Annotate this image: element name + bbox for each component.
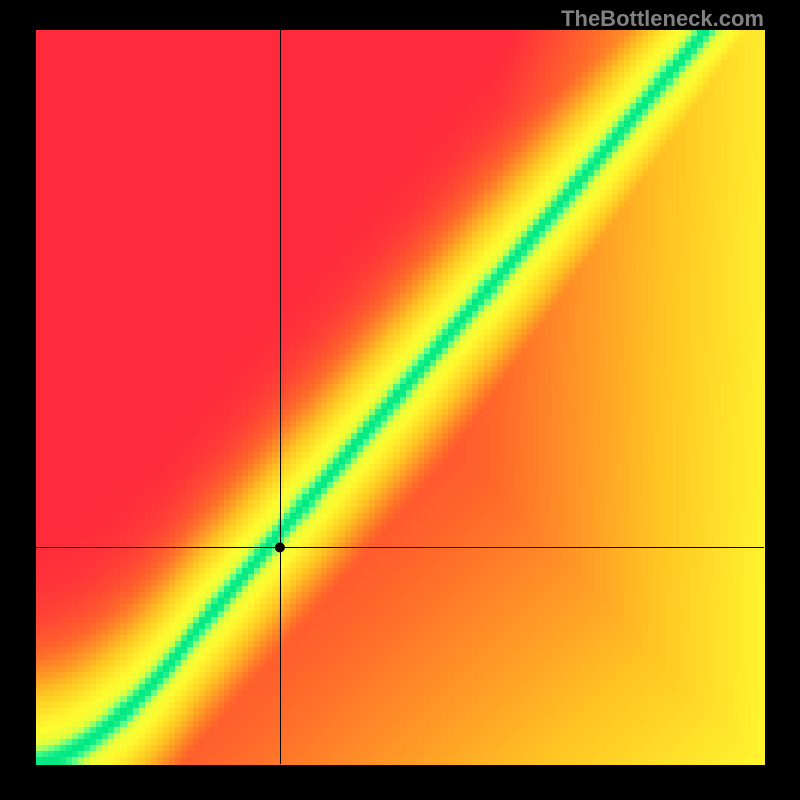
- watermark-text: TheBottleneck.com: [561, 6, 764, 32]
- chart-container: TheBottleneck.com: [0, 0, 800, 800]
- bottleneck-heatmap: [0, 0, 800, 800]
